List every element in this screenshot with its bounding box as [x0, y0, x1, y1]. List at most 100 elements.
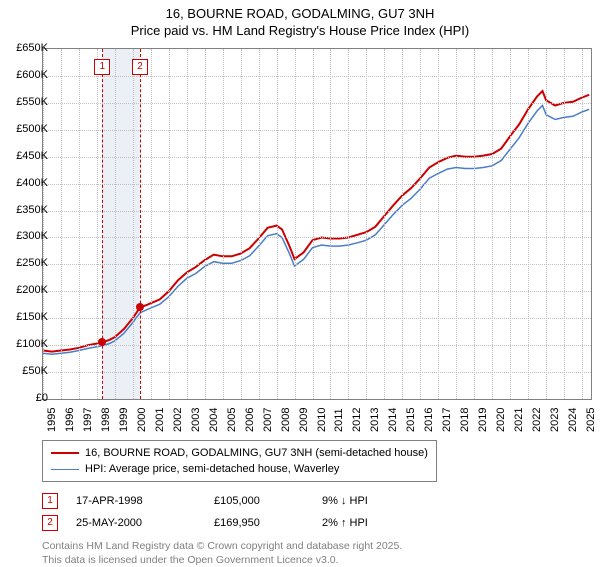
gridline-v — [456, 49, 457, 399]
x-axis-label: 2005 — [226, 408, 238, 432]
events-table: 117-APR-1998£105,0009% ↓ HPI225-MAY-2000… — [42, 490, 590, 534]
event-date: 25-MAY-2000 — [76, 517, 196, 529]
y-axis-label: £450K — [2, 150, 48, 162]
gridline-v — [510, 49, 511, 399]
x-axis-label: 1998 — [100, 408, 112, 432]
x-axis-label: 2002 — [172, 408, 184, 432]
x-axis-label: 1996 — [64, 408, 76, 432]
gridline-v — [420, 49, 421, 399]
y-axis-label: £0 — [2, 392, 48, 404]
x-axis-label: 2004 — [208, 408, 220, 432]
event-marker-box: 2 — [132, 59, 148, 75]
gridline-v — [79, 49, 80, 399]
event-marker-box: 1 — [94, 59, 110, 75]
x-axis-label: 2025 — [585, 408, 597, 432]
x-axis-label: 2019 — [477, 408, 489, 432]
legend-swatch — [51, 469, 79, 470]
gridline-v — [348, 49, 349, 399]
x-axis-label: 2021 — [513, 408, 525, 432]
x-axis-label: 1999 — [118, 408, 130, 432]
x-axis-label: 2017 — [441, 408, 453, 432]
x-axis-label: 2009 — [298, 408, 310, 432]
gridline-v — [582, 49, 583, 399]
gridline-v — [133, 49, 134, 399]
legend-swatch — [51, 452, 79, 454]
attribution-line2: This data is licensed under the Open Gov… — [42, 554, 590, 567]
title-subtitle: Price paid vs. HM Land Registry's House … — [0, 23, 600, 40]
gridline-v — [169, 49, 170, 399]
gridline-v — [151, 49, 152, 399]
x-axis-label: 2001 — [154, 408, 166, 432]
event-hpi-diff: 9% ↓ HPI — [322, 495, 412, 507]
y-axis-label: £150K — [2, 311, 48, 323]
gridline-v — [187, 49, 188, 399]
gridline-v — [223, 49, 224, 399]
gridline-v — [474, 49, 475, 399]
gridline-h — [43, 345, 591, 346]
legend-label: HPI: Average price, semi-detached house,… — [85, 463, 339, 475]
x-axis-label: 2003 — [190, 408, 202, 432]
gridline-v — [546, 49, 547, 399]
event-row: 117-APR-1998£105,0009% ↓ HPI — [42, 490, 590, 512]
y-axis-label: £100K — [2, 338, 48, 350]
chart-lines — [43, 49, 591, 399]
x-axis-label: 2023 — [549, 408, 561, 432]
y-axis-label: £50K — [2, 365, 48, 377]
gridline-v — [205, 49, 206, 399]
gridline-v — [241, 49, 242, 399]
y-axis-label: £550K — [2, 96, 48, 108]
gridline-h — [43, 318, 591, 319]
gridline-v — [564, 49, 565, 399]
legend-row: HPI: Average price, semi-detached house,… — [51, 461, 428, 477]
gridline-v — [366, 49, 367, 399]
x-axis-label: 2020 — [495, 408, 507, 432]
gridline-v — [115, 49, 116, 399]
gridline-v — [330, 49, 331, 399]
gridline-v — [528, 49, 529, 399]
gridline-v — [277, 49, 278, 399]
gridline-h — [43, 103, 591, 104]
x-axis-label: 2015 — [405, 408, 417, 432]
gridline-h — [43, 264, 591, 265]
event-price: £169,950 — [214, 517, 304, 529]
x-axis-label: 1995 — [46, 408, 58, 432]
gridline-v — [438, 49, 439, 399]
y-axis-label: £400K — [2, 177, 48, 189]
gridline-h — [43, 372, 591, 373]
gridline-v — [61, 49, 62, 399]
gridline-h — [43, 237, 591, 238]
x-axis-label: 2013 — [369, 408, 381, 432]
title-address: 16, BOURNE ROAD, GODALMING, GU7 3NH — [0, 6, 600, 23]
x-axis-label: 2000 — [136, 408, 148, 432]
chart-plot-area: 12 — [42, 48, 592, 400]
event-number-box: 2 — [42, 515, 58, 531]
attribution: Contains HM Land Registry data © Crown c… — [42, 540, 590, 567]
gridline-v — [295, 49, 296, 399]
y-axis-label: £200K — [2, 284, 48, 296]
gridline-v — [259, 49, 260, 399]
x-axis-label: 2022 — [531, 408, 543, 432]
gridline-h — [43, 157, 591, 158]
gridline-v — [313, 49, 314, 399]
y-axis-label: £500K — [2, 123, 48, 135]
gridline-v — [492, 49, 493, 399]
x-axis-label: 2016 — [423, 408, 435, 432]
event-marker-line — [140, 49, 141, 399]
gridline-h — [43, 130, 591, 131]
gridline-h — [43, 184, 591, 185]
legend-label: 16, BOURNE ROAD, GODALMING, GU7 3NH (sem… — [85, 447, 428, 459]
x-axis-label: 2014 — [387, 408, 399, 432]
event-number-box: 1 — [42, 493, 58, 509]
gridline-h — [43, 211, 591, 212]
event-date: 17-APR-1998 — [76, 495, 196, 507]
event-row: 225-MAY-2000£169,9502% ↑ HPI — [42, 512, 590, 534]
attribution-line1: Contains HM Land Registry data © Crown c… — [42, 540, 590, 554]
series-line — [43, 106, 589, 355]
gridline-v — [384, 49, 385, 399]
gridline-v — [402, 49, 403, 399]
y-axis-label: £250K — [2, 257, 48, 269]
x-axis-label: 2006 — [244, 408, 256, 432]
x-axis-label: 2010 — [316, 408, 328, 432]
x-axis-label: 1997 — [82, 408, 94, 432]
x-axis-label: 2007 — [262, 408, 274, 432]
